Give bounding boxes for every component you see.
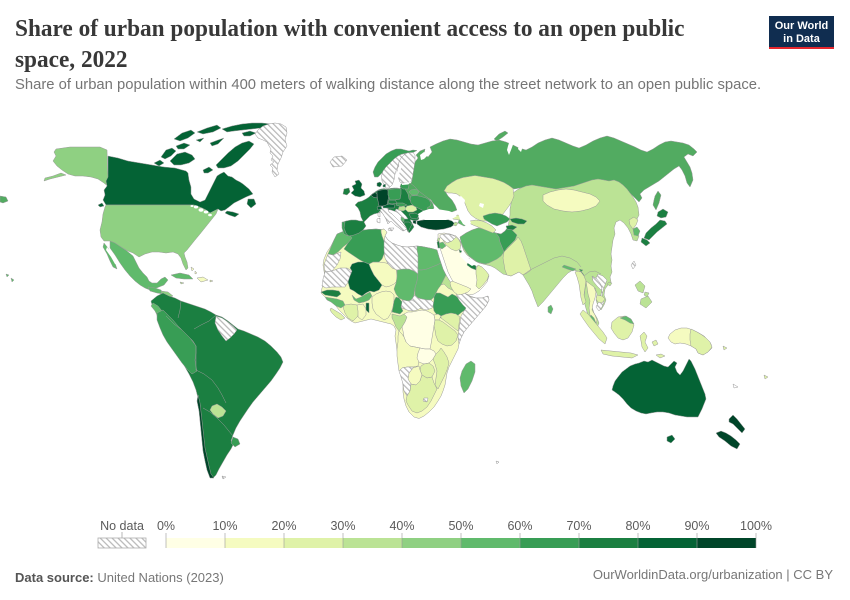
svg-text:20%: 20% — [271, 519, 296, 533]
svg-text:90%: 90% — [684, 519, 709, 533]
svg-text:60%: 60% — [507, 519, 532, 533]
svg-text:50%: 50% — [448, 519, 473, 533]
svg-text:100%: 100% — [740, 519, 772, 533]
svg-text:30%: 30% — [330, 519, 355, 533]
svg-text:10%: 10% — [212, 519, 237, 533]
svg-text:40%: 40% — [389, 519, 414, 533]
svg-text:No data: No data — [100, 519, 144, 533]
svg-text:0%: 0% — [157, 519, 175, 533]
svg-text:70%: 70% — [566, 519, 591, 533]
svg-text:80%: 80% — [625, 519, 650, 533]
